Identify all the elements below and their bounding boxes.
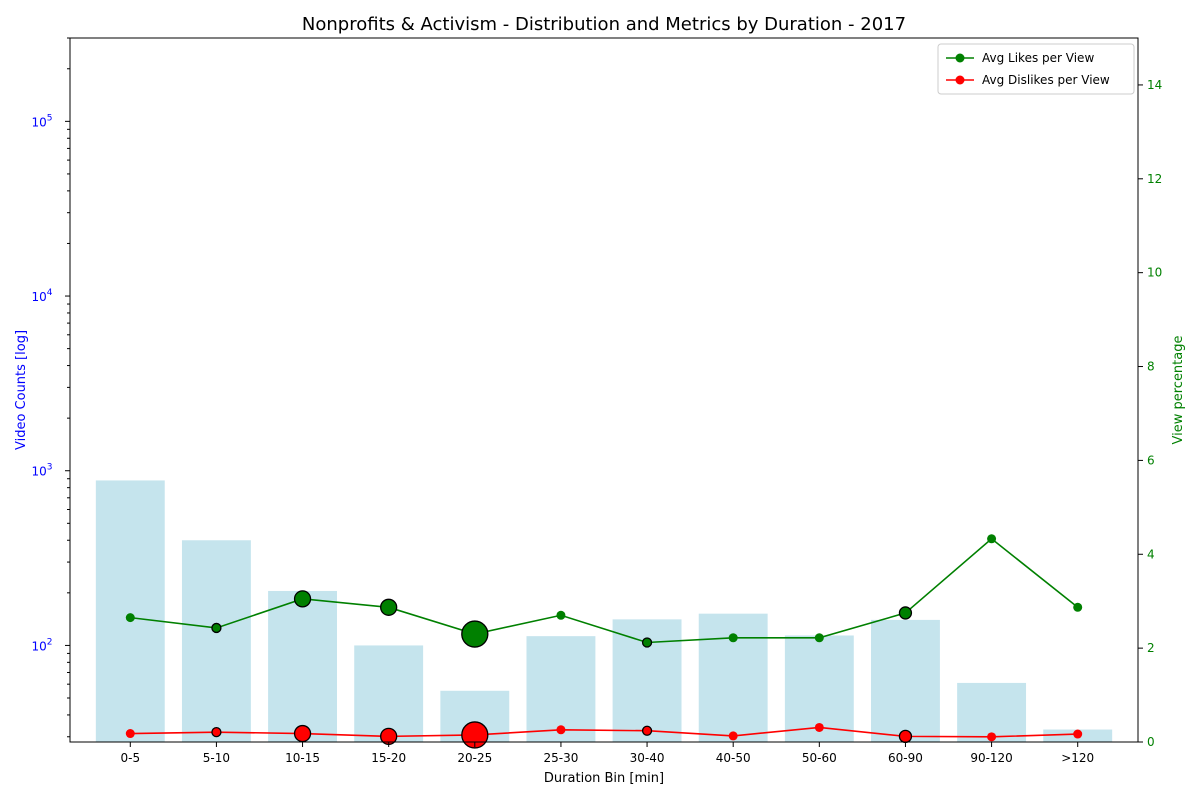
x-tick-label-25-30: 25-30 (543, 751, 578, 765)
point-dislikes-40-50 (728, 731, 738, 741)
legend: Avg Likes per View Avg Dislikes per View (937, 43, 1135, 95)
x-tick-label-60-90: 60-90 (888, 751, 923, 765)
bar-5-10 (181, 540, 251, 742)
x-tick-label->120: >120 (1061, 751, 1094, 765)
x-tick-label-0-5: 0-5 (120, 751, 140, 765)
chart-title: Nonprofits & Activism - Distribution and… (302, 14, 906, 35)
y-right-tick-label-0: 0 (1147, 735, 1155, 749)
y-right-tick-label-4: 4 (1147, 547, 1155, 561)
legend-marker-likes (955, 53, 965, 63)
point-dislikes-30-40 (641, 725, 653, 736)
bar-40-50 (698, 613, 768, 742)
point-likes-30-40 (641, 637, 653, 648)
bar-90-120 (957, 682, 1027, 742)
point-likes-10-15 (293, 590, 312, 608)
legend-box (937, 43, 1135, 95)
bar-60-90 (871, 619, 940, 742)
x-tick-label-50-60: 50-60 (802, 751, 837, 765)
point-dislikes-25-30 (556, 725, 566, 735)
point-dislikes-5-10 (211, 726, 222, 738)
point-likes->120 (1073, 602, 1083, 612)
legend-marker-dislikes (955, 75, 965, 85)
series-line-dislikes (130, 726, 1078, 738)
legend-label-likes: Avg Likes per View (982, 51, 1094, 65)
plot-frame (69, 37, 1139, 743)
point-likes-90-120 (987, 534, 997, 544)
bar-25-30 (526, 636, 596, 742)
bar-10-15 (268, 590, 337, 742)
bar-15-20 (354, 645, 424, 742)
x-tick-label-90-120: 90-120 (970, 751, 1013, 765)
point-likes-40-50 (728, 633, 738, 643)
y-right-tick-label-8: 8 (1147, 360, 1155, 374)
point-dislikes->120 (1073, 729, 1083, 739)
x-axis-label: Duration Bin [min] (544, 771, 664, 786)
y-right-tick-label-10: 10 (1147, 266, 1162, 280)
y-axis-left-label: Video Counts [log] (14, 330, 29, 450)
point-likes-15-20 (380, 598, 398, 616)
y-axis-right-label: View percentage (1171, 336, 1186, 445)
x-tick-label-15-20: 15-20 (371, 751, 406, 765)
point-dislikes-0-5 (125, 729, 135, 739)
x-tick-label-10-15: 10-15 (285, 751, 320, 765)
y-left-tick-exp-10000: 4 (47, 288, 53, 298)
y-right-tick-label-6: 6 (1147, 453, 1155, 467)
point-dislikes-10-15 (293, 724, 312, 743)
y-left-tick-exp-1000: 3 (47, 463, 53, 473)
x-tick-label-20-25: 20-25 (457, 751, 492, 765)
point-dislikes-50-60 (814, 722, 824, 732)
point-likes-25-30 (556, 610, 566, 620)
bar-0-5 (95, 480, 165, 742)
point-likes-5-10 (211, 622, 222, 634)
point-dislikes-60-90 (898, 729, 913, 744)
lines-layer (125, 534, 1083, 749)
point-likes-0-5 (125, 613, 135, 623)
x-tick-label-5-10: 5-10 (203, 751, 230, 765)
point-dislikes-90-120 (987, 732, 997, 742)
point-dislikes-20-25 (461, 721, 489, 749)
x-tick-label-30-40: 30-40 (630, 751, 665, 765)
y-right-tick-label-14: 14 (1147, 78, 1162, 92)
point-likes-20-25 (461, 620, 489, 648)
point-likes-50-60 (814, 633, 824, 643)
y-left-tick-exp-100: 2 (47, 637, 53, 647)
y-left-tick-exp-100000: 5 (47, 113, 53, 123)
series-line-likes (130, 537, 1079, 644)
y-right-tick-label-12: 12 (1147, 172, 1162, 186)
y-right-tick-label-2: 2 (1147, 641, 1155, 655)
point-likes-60-90 (898, 606, 913, 620)
x-tick-label-40-50: 40-50 (716, 751, 751, 765)
legend-label-dislikes: Avg Dislikes per View (982, 73, 1110, 87)
